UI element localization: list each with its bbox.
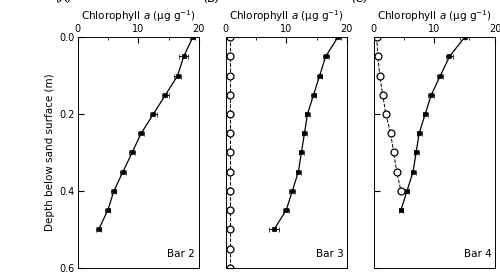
X-axis label: Chlorophyll $a$ ($\mathregular{\mu}$g g$\mathregular{^{-1}}$): Chlorophyll $a$ ($\mathregular{\mu}$g g$… [80,9,196,24]
Text: (B): (B) [204,0,220,5]
X-axis label: Chlorophyll $a$ ($\mathregular{\mu}$g g$\mathregular{^{-1}}$): Chlorophyll $a$ ($\mathregular{\mu}$g g$… [228,9,344,24]
Text: Bar 2: Bar 2 [168,248,195,259]
Text: Bar 3: Bar 3 [316,248,344,259]
Text: (A): (A) [56,0,72,5]
Text: (C): (C) [352,0,369,5]
X-axis label: Chlorophyll $a$ ($\mathregular{\mu}$g g$\mathregular{^{-1}}$): Chlorophyll $a$ ($\mathregular{\mu}$g g$… [377,9,492,24]
Y-axis label: Depth below sand surface (m): Depth below sand surface (m) [45,74,55,231]
Text: Bar 4: Bar 4 [464,248,491,259]
